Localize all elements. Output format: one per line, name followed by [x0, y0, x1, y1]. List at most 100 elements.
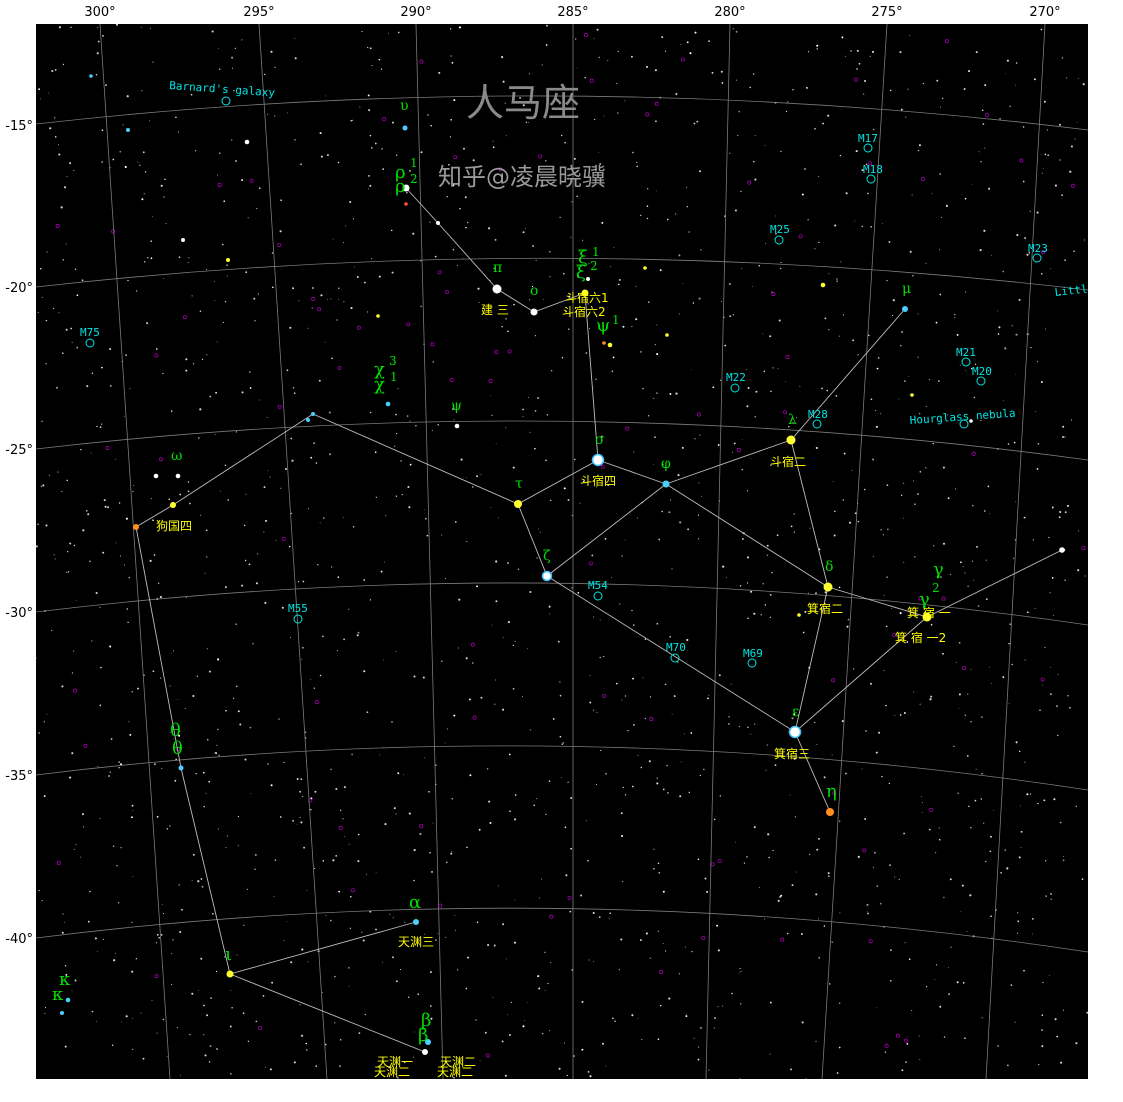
- field-star: [199, 408, 202, 411]
- field-star: [1059, 159, 1061, 161]
- field-star: [204, 572, 206, 574]
- field-star: [141, 90, 143, 92]
- field-star: [700, 495, 702, 497]
- field-star: [900, 494, 903, 497]
- field-star: [882, 223, 884, 224]
- field-star: [63, 921, 65, 923]
- field-star: [549, 251, 551, 253]
- field-star: [1002, 676, 1005, 679]
- field-star: [431, 870, 433, 873]
- field-star: [1013, 557, 1015, 559]
- field-star: [331, 357, 333, 360]
- field-star: [425, 517, 427, 520]
- field-star: [314, 790, 317, 793]
- field-star: [938, 827, 940, 829]
- field-star: [192, 363, 195, 365]
- field-star: [657, 862, 660, 865]
- field-star: [143, 193, 145, 195]
- field-star: [54, 69, 57, 71]
- field-star: [235, 623, 238, 626]
- galaxy-marker: [430, 342, 435, 347]
- field-star: [205, 792, 207, 794]
- field-star: [562, 742, 565, 744]
- field-star: [394, 445, 396, 447]
- field-star: [580, 894, 583, 897]
- field-star: [396, 1076, 399, 1079]
- field-star: [574, 458, 576, 461]
- field-star: [681, 446, 684, 449]
- field-star: [494, 703, 496, 705]
- field-star: [97, 951, 98, 953]
- field-star: [279, 816, 282, 818]
- field-star: [244, 524, 246, 527]
- field-star: [845, 772, 847, 775]
- field-star: [241, 584, 244, 587]
- star: [643, 266, 647, 270]
- star: [244, 139, 250, 145]
- field-star: [1043, 100, 1046, 103]
- field-star: [174, 779, 177, 782]
- field-star: [989, 666, 990, 668]
- field-star: [408, 169, 411, 172]
- ra-tick-label: 270°: [1029, 5, 1060, 20]
- field-star: [697, 858, 700, 861]
- field-star: [984, 147, 986, 149]
- field-star: [501, 326, 503, 328]
- field-star: [188, 257, 190, 259]
- field-star: [191, 295, 193, 297]
- field-star: [899, 714, 902, 716]
- field-star: [119, 555, 121, 557]
- field-star: [64, 1045, 67, 1048]
- field-star: [528, 396, 529, 398]
- field-star: [217, 658, 220, 661]
- field-star: [959, 364, 961, 366]
- field-star: [847, 618, 850, 621]
- field-star: [460, 458, 463, 461]
- field-star: [476, 921, 479, 923]
- galaxy-marker: [281, 536, 286, 541]
- field-star: [281, 606, 284, 609]
- field-star: [1044, 646, 1046, 648]
- field-star: [1017, 912, 1019, 914]
- field-star: [655, 190, 657, 192]
- field-star: [426, 534, 429, 537]
- field-star: [571, 587, 573, 589]
- star: [665, 333, 669, 337]
- field-star: [604, 537, 607, 540]
- field-star: [225, 709, 227, 712]
- field-star: [73, 170, 75, 171]
- watermark: 知乎@凌晨晓骥: [438, 163, 606, 191]
- field-star: [801, 1021, 804, 1024]
- dec-tick-label: -15°: [5, 119, 33, 134]
- field-star: [865, 730, 867, 732]
- galaxy-marker: [471, 642, 475, 647]
- field-star: [693, 1037, 695, 1039]
- field-star: [367, 311, 369, 313]
- field-star: [214, 300, 216, 301]
- field-star: [190, 93, 193, 96]
- field-star: [805, 1078, 807, 1079]
- field-star: [408, 812, 411, 815]
- galaxy-marker: [154, 974, 159, 979]
- field-star: [689, 52, 692, 55]
- field-star: [218, 754, 221, 757]
- field-star: [395, 813, 397, 815]
- field-star: [1046, 129, 1048, 131]
- galaxy-marker: [600, 464, 605, 469]
- field-star: [217, 174, 218, 176]
- star: [436, 221, 440, 225]
- field-star: [501, 1040, 504, 1043]
- field-star: [225, 847, 227, 848]
- field-star: [780, 267, 782, 270]
- field-star: [343, 301, 345, 303]
- field-star: [339, 1039, 342, 1041]
- field-star: [1002, 399, 1004, 401]
- star: [178, 765, 184, 771]
- field-star: [537, 975, 540, 978]
- field-star: [912, 275, 914, 277]
- field-star: [514, 899, 516, 901]
- field-star: [264, 601, 267, 604]
- field-star: [454, 915, 456, 916]
- field-star: [512, 687, 515, 690]
- field-star: [527, 648, 528, 649]
